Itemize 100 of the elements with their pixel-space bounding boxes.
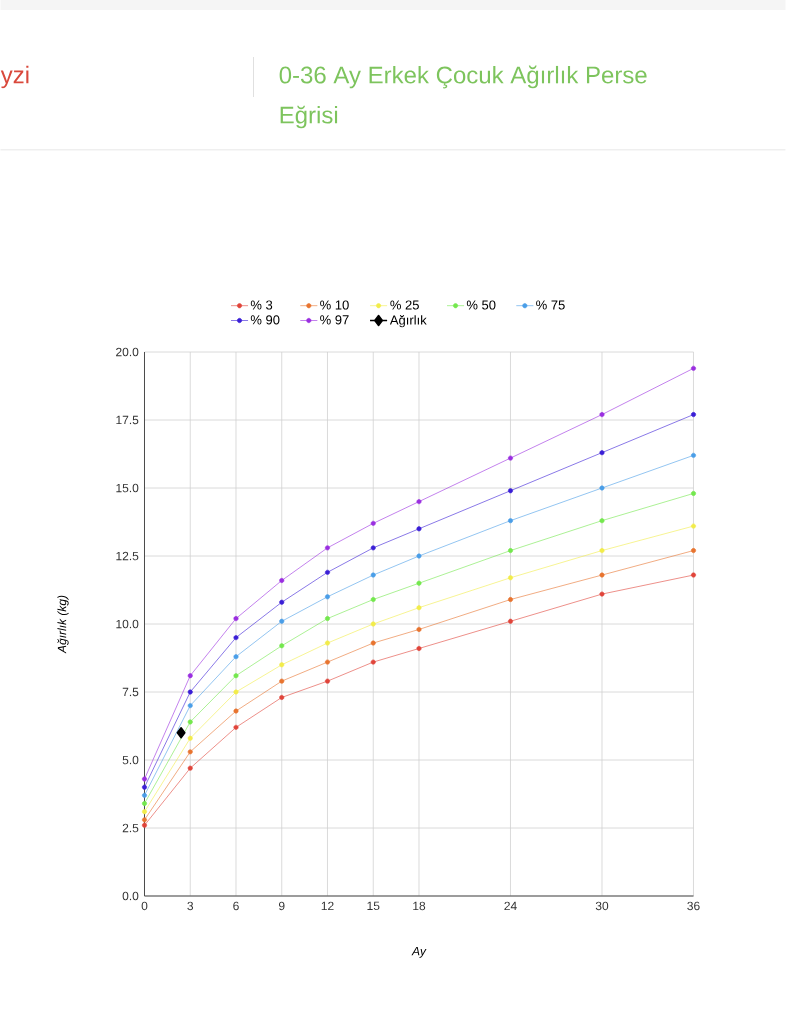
point — [279, 662, 285, 668]
point — [176, 727, 186, 739]
y-tick-label: 12.5 — [116, 551, 139, 561]
point — [233, 724, 239, 730]
legend-label: % 10 — [320, 300, 349, 310]
point — [187, 765, 193, 771]
point — [508, 548, 513, 554]
x-tick-label: 36 — [687, 901, 700, 911]
legend-label: % 50 — [466, 300, 496, 310]
point — [187, 703, 193, 709]
point — [508, 518, 513, 524]
point — [279, 577, 285, 583]
point — [508, 575, 513, 581]
point — [142, 784, 147, 790]
point — [416, 526, 422, 532]
point — [690, 490, 696, 496]
point — [142, 817, 147, 823]
legend-label: % 90 — [250, 315, 280, 325]
point — [599, 518, 605, 524]
point — [187, 673, 193, 679]
x-tick-label: 12 — [321, 901, 334, 911]
point — [279, 643, 285, 649]
chart-subtitle: Eğrisi — [280, 105, 338, 129]
y-tick-label: 20.0 — [116, 347, 139, 357]
point — [416, 499, 422, 505]
point — [187, 735, 193, 741]
point — [325, 659, 330, 665]
legend-label: Ağırlık — [389, 314, 427, 328]
point — [325, 678, 330, 684]
point — [279, 694, 285, 700]
point — [142, 822, 147, 828]
x-axis-title: Ay — [411, 947, 427, 958]
point — [370, 597, 376, 603]
y-tick-label: 5.0 — [122, 755, 139, 765]
legend-label: % 3 — [250, 300, 273, 310]
x-tick-label: 15 — [367, 901, 380, 911]
legend-label: % 97 — [320, 315, 349, 325]
y-axis-title: Ağırlık (kg) — [57, 595, 69, 654]
point — [370, 572, 376, 578]
x-tick-label: 24 — [504, 901, 517, 911]
point — [599, 572, 605, 578]
point — [187, 689, 193, 695]
point — [599, 450, 605, 456]
point — [187, 719, 193, 725]
point — [370, 545, 376, 551]
point — [599, 485, 605, 491]
x-tick-label: 6 — [233, 901, 239, 911]
x-tick-label: 18 — [413, 901, 426, 911]
point — [416, 626, 422, 632]
legend-label: % 25 — [390, 300, 419, 310]
point — [325, 545, 330, 551]
point — [690, 572, 696, 578]
y-tick-label: 10.0 — [116, 619, 139, 629]
x-tick-label: 9 — [278, 901, 285, 911]
point — [279, 618, 285, 624]
point — [279, 599, 285, 605]
point — [233, 673, 239, 679]
point — [325, 616, 330, 622]
point — [690, 452, 696, 458]
point — [233, 654, 239, 660]
point — [233, 635, 239, 641]
y-tick-label: 0.0 — [122, 891, 139, 901]
point — [416, 553, 422, 559]
text: yzi — [0, 65, 29, 89]
x-tick-label: 30 — [595, 901, 609, 911]
point — [233, 616, 239, 622]
point — [508, 597, 513, 603]
point — [690, 365, 696, 371]
point — [690, 548, 696, 554]
point — [599, 412, 605, 418]
point — [416, 580, 422, 586]
point — [599, 591, 605, 597]
y-tick-label: 2.5 — [122, 823, 139, 833]
point — [370, 621, 376, 627]
y-tick-label: 17.5 — [116, 415, 139, 425]
point — [508, 618, 513, 624]
point — [370, 640, 376, 646]
point — [279, 678, 285, 684]
point — [142, 792, 147, 798]
point — [370, 520, 376, 526]
point — [370, 659, 376, 665]
y-tick-label: 15.0 — [116, 483, 139, 493]
point — [142, 809, 147, 815]
legend-label: % 75 — [536, 300, 565, 310]
point — [233, 708, 239, 714]
point — [325, 594, 330, 600]
point — [508, 455, 513, 461]
point — [416, 605, 422, 611]
point — [690, 412, 696, 418]
x-tick-label: 0 — [141, 901, 148, 911]
point — [233, 689, 239, 695]
chart-title: 0-36 Ay Erkek Çocuk Ağırlık Perse — [279, 65, 647, 89]
point — [325, 640, 330, 646]
point — [416, 645, 422, 651]
point — [508, 488, 513, 494]
point — [325, 569, 330, 575]
point — [142, 801, 147, 807]
point — [690, 523, 696, 529]
x-tick-label: 3 — [187, 901, 194, 911]
point — [142, 776, 147, 782]
